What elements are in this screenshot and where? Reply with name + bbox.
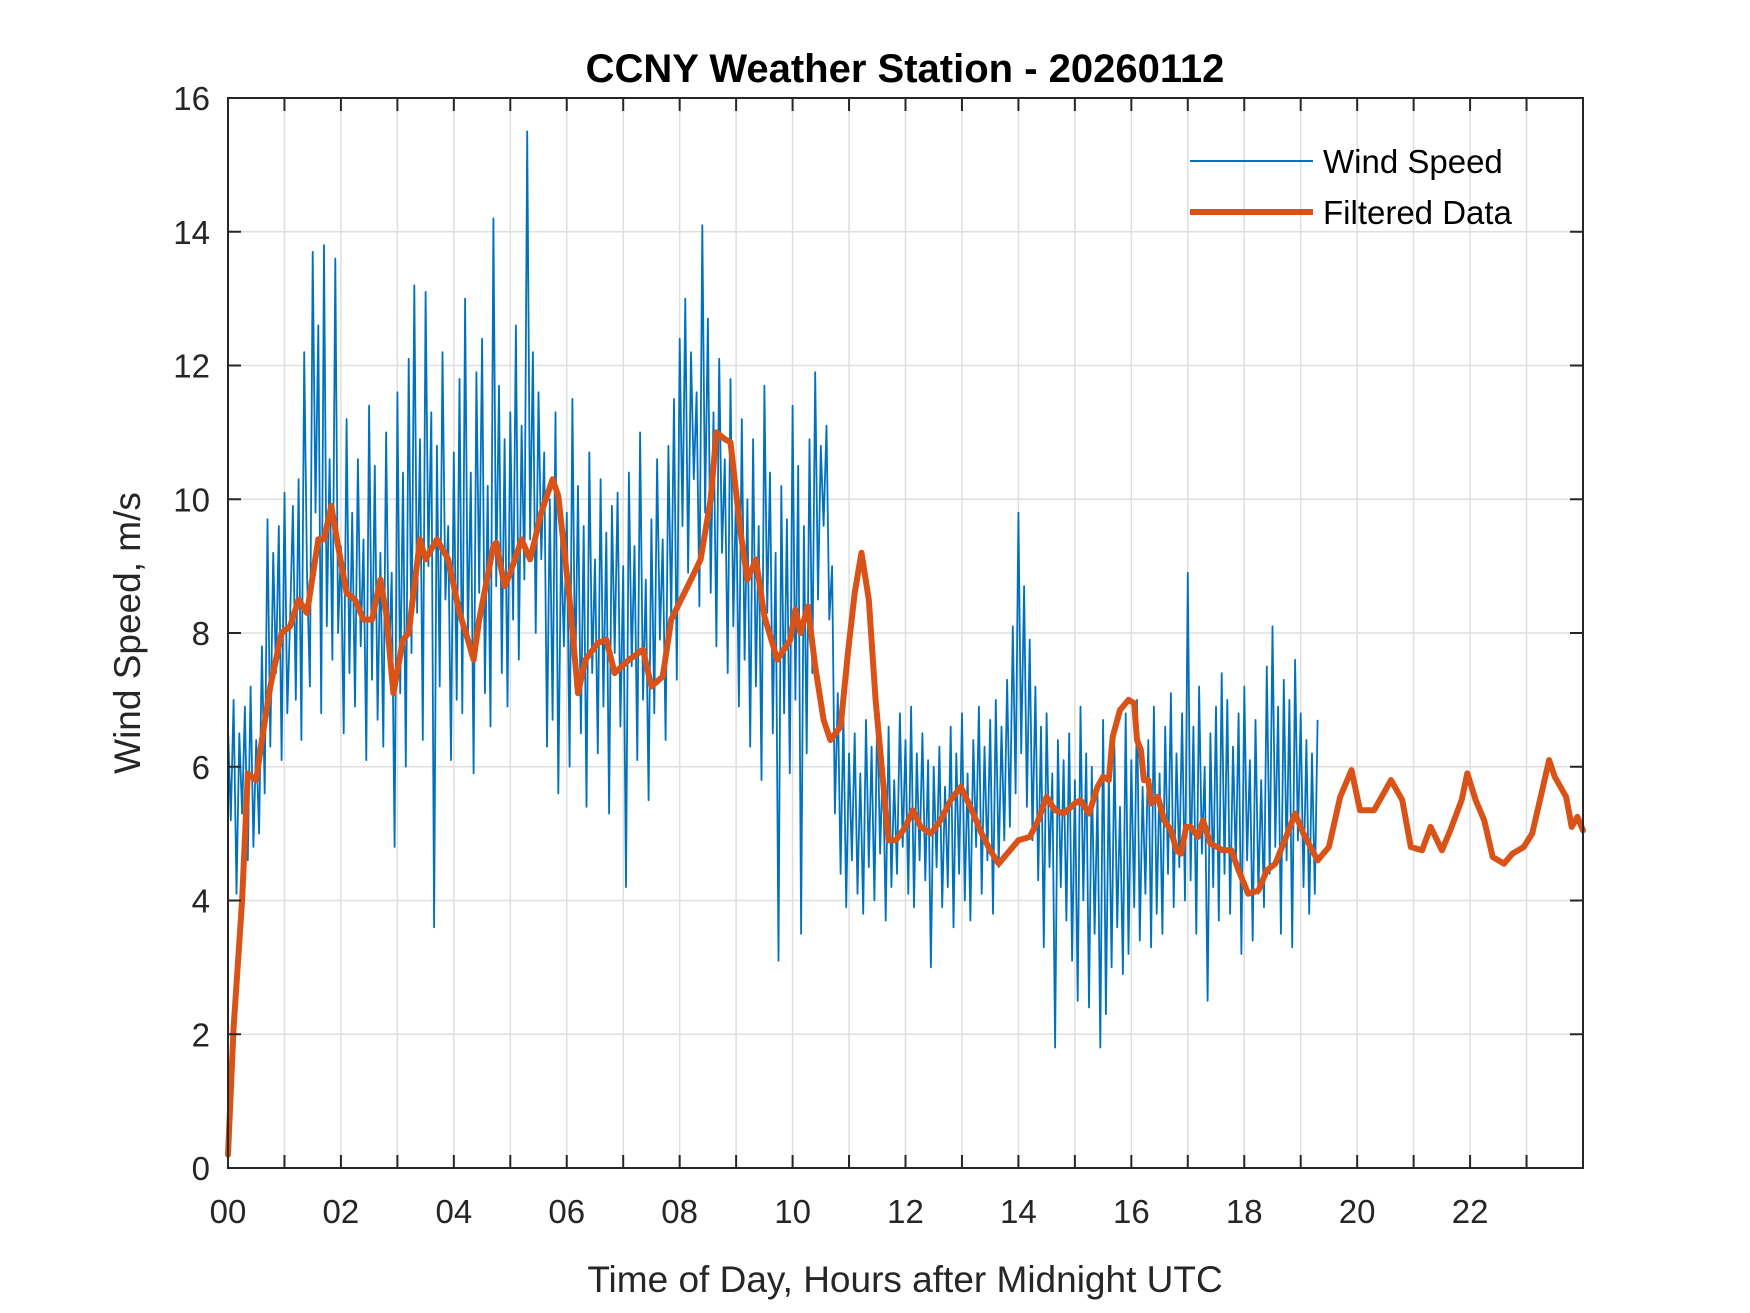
filtered-data-series (225, 429, 1586, 1158)
y-tick-label: 12 (173, 348, 210, 385)
x-tick-label: 14 (1000, 1193, 1037, 1230)
x-tick-label: 18 (1226, 1193, 1263, 1230)
wind-speed-line (227, 130, 1319, 1049)
x-tick-label: 20 (1339, 1193, 1376, 1230)
y-tick-label: 10 (173, 481, 210, 518)
x-tick-label: 06 (548, 1193, 585, 1230)
x-tick-label: 08 (661, 1193, 698, 1230)
x-tick-label: 10 (774, 1193, 811, 1230)
x-tick-labels: 00 02 04 06 08 10 12 14 16 18 20 22 (210, 1193, 1489, 1230)
y-axis-label: Wind Speed, m/s (107, 492, 148, 774)
y-tick-label: 14 (173, 214, 210, 251)
axes (227, 97, 1584, 1169)
x-tick-label: 04 (435, 1193, 472, 1230)
y-tick-label: 4 (192, 883, 210, 920)
y-tick-label: 0 (192, 1150, 210, 1187)
y-tick-labels: 0 2 4 6 8 10 12 14 16 (173, 80, 210, 1187)
y-tick-label: 8 (192, 615, 210, 652)
filtered-data-line (225, 429, 1586, 1158)
y-tick-label: 16 (173, 80, 210, 117)
y-tick-label: 2 (192, 1016, 210, 1053)
legend: Wind Speed Filtered Data (1190, 143, 1513, 231)
x-axis-label: Time of Day, Hours after Midnight UTC (587, 1259, 1222, 1300)
x-tick-label: 12 (887, 1193, 924, 1230)
x-tick-label: 22 (1452, 1193, 1489, 1230)
x-tick-label: 16 (1113, 1193, 1150, 1230)
chart-title: CCNY Weather Station - 20260112 (586, 47, 1225, 91)
y-tick-label: 6 (192, 749, 210, 786)
legend-label-filtered-data: Filtered Data (1323, 194, 1513, 231)
x-tick-label: 02 (323, 1193, 360, 1230)
legend-label-wind-speed: Wind Speed (1323, 143, 1503, 180)
wind-speed-series (227, 130, 1319, 1049)
x-tick-label: 00 (210, 1193, 247, 1230)
